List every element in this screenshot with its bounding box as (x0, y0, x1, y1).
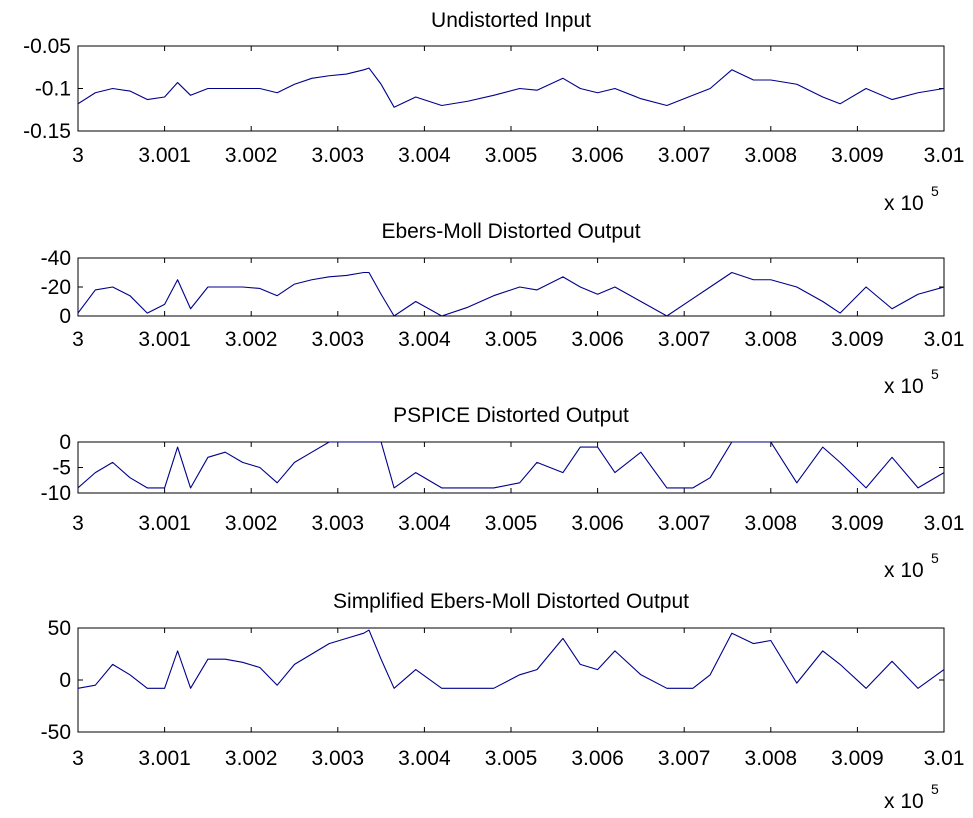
x-tick-label: 3.003 (312, 328, 365, 351)
y-tick-label: 50 (48, 617, 71, 640)
y-tick-label: -0.15 (23, 120, 71, 143)
subplot-title: Ebers-Moll Distorted Output (381, 220, 640, 243)
x-tick-label: 3.008 (745, 144, 798, 167)
x-tick-label: 3.002 (225, 328, 278, 351)
x-tick-label: 3 (72, 328, 84, 351)
subplot-title: Undistorted Input (431, 9, 591, 32)
x-multiplier-exponent: 5 (931, 366, 939, 382)
subplot-1: Undistorted Input 3 3.001 3.002 3.003 3.004 3.… (23, 9, 964, 215)
x-tick-label: 3.003 (312, 512, 365, 535)
x-tick-label: 3.008 (745, 328, 798, 351)
y-tick-label: 0 (59, 305, 71, 328)
x-tick-label: 3.009 (831, 747, 884, 770)
x-tick-label: 3.002 (225, 747, 278, 770)
x-tick-label: 3.002 (225, 512, 278, 535)
x-multiplier-exponent: 5 (931, 183, 939, 199)
x-tick-label: 3.007 (658, 747, 711, 770)
x-multiplier-label: x 10 (884, 559, 924, 582)
x-tick-label: 3.008 (745, 512, 798, 535)
plot-area (77, 441, 945, 494)
x-tick-label: 3.005 (485, 512, 538, 535)
x-tick-label: 3.001 (138, 512, 191, 535)
x-tick-label: 3 (72, 747, 84, 770)
x-tick-label: 3.01 (924, 512, 965, 535)
subplot-title: Simplified Ebers-Moll Distorted Output (333, 590, 689, 613)
x-tick-label: 3.006 (571, 328, 624, 351)
x-multiplier-label: x 10 (884, 192, 924, 215)
x-tick-label: 3.001 (138, 328, 191, 351)
x-tick-label: 3.01 (924, 747, 965, 770)
x-tick-label: 3.005 (485, 747, 538, 770)
x-tick-label: 3.008 (745, 747, 798, 770)
y-tick-label: 0 (59, 669, 71, 692)
y-tick-label: 0 (59, 431, 71, 454)
x-tick-label: 3.004 (398, 328, 451, 351)
x-tick-label: 3.007 (658, 512, 711, 535)
x-tick-label: 3.01 (924, 328, 965, 351)
x-tick-label: 3.005 (485, 328, 538, 351)
x-tick-label: 3.004 (398, 747, 451, 770)
x-tick-label: 3.01 (924, 144, 965, 167)
y-tick-label: -0.05 (23, 35, 71, 58)
subplot-2: Ebers-Moll Distorted Output 3 3.001 3.002 3.… (41, 220, 965, 398)
plot-area (77, 627, 945, 733)
y-tick-label: -0.1 (35, 78, 71, 101)
x-tick-label: 3.003 (312, 747, 365, 770)
x-tick-label: 3 (72, 144, 84, 167)
subplot-4: Simplified Ebers-Moll Distorted Output 3 3… (41, 590, 965, 813)
subplot-3: PSPICE Distorted Output 3 3.001 3.002 3.003 3… (41, 404, 965, 582)
x-tick-label: 3.007 (658, 328, 711, 351)
x-tick-label: 3.004 (398, 512, 451, 535)
y-tick-label: -10 (41, 482, 71, 505)
x-tick-label: 3.006 (571, 512, 624, 535)
series-line-1 (78, 271, 944, 316)
x-tick-label: 3.003 (312, 144, 365, 167)
x-tick-label: 3.002 (225, 144, 278, 167)
x-tick-label: 3.005 (485, 144, 538, 167)
x-tick-label: 3.009 (831, 144, 884, 167)
x-tick-label: 3.006 (571, 747, 624, 770)
x-tick-label: 3.004 (398, 144, 451, 167)
x-tick-label: 3.001 (138, 144, 191, 167)
y-tick-label: -20 (41, 276, 71, 299)
x-tick-label: 3.007 (658, 144, 711, 167)
x-multiplier-exponent: 5 (931, 781, 939, 797)
x-tick-label: 3.009 (831, 512, 884, 535)
x-multiplier-label: x 10 (884, 375, 924, 398)
y-tick-label: -50 (41, 721, 71, 744)
x-multiplier-label: x 10 (884, 790, 924, 813)
x-multiplier-exponent: 5 (931, 550, 939, 566)
x-tick-label: 3 (72, 512, 84, 535)
x-tick-label: 3.001 (138, 747, 191, 770)
y-tick-label: -40 (41, 247, 71, 270)
subplot-title: PSPICE Distorted Output (393, 404, 629, 427)
x-tick-label: 3.006 (571, 144, 624, 167)
y-tick-label: -5 (52, 457, 71, 480)
x-tick-label: 3.009 (831, 328, 884, 351)
